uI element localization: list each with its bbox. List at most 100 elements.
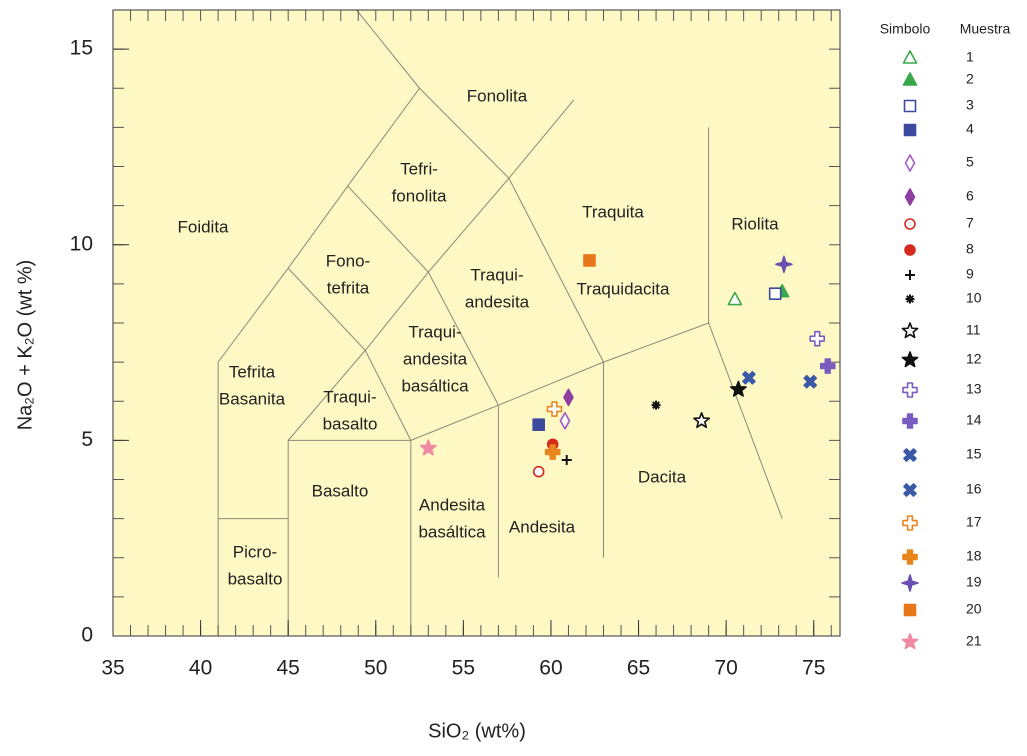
legend-label: 4 (966, 121, 974, 137)
data-point (809, 330, 826, 347)
field-label: andesita (465, 292, 530, 311)
field-boundary (347, 87, 420, 187)
field-label: Andesita (419, 495, 486, 514)
field-label: Tefri- (400, 159, 438, 178)
legend-label: 3 (966, 97, 974, 113)
legend-symbol (902, 549, 918, 565)
legend-header: Simbolo (880, 21, 931, 37)
y-tick-label: 15 (70, 37, 93, 60)
y-tick-label: 5 (81, 428, 93, 451)
legend-symbol (903, 483, 917, 497)
field-label: Basanita (219, 389, 286, 408)
data-point (819, 358, 836, 374)
legend-label: 10 (966, 290, 982, 306)
plot-border (112, 9, 841, 637)
field-label: Picro- (233, 542, 277, 561)
field-label: tefrita (327, 278, 370, 297)
data-point (729, 380, 747, 397)
field-boundary (364, 271, 429, 351)
field-label: Basalto (312, 481, 369, 500)
legend-symbol (903, 603, 917, 617)
legend-label: 19 (966, 574, 982, 590)
data-point (419, 439, 437, 456)
x-tick-label: 50 (364, 657, 387, 680)
x-tick-label: 40 (189, 657, 212, 680)
legend-symbol (904, 244, 916, 256)
legend-label: 21 (966, 633, 982, 649)
field-label: Riolita (731, 214, 779, 233)
legend-symbol (904, 188, 916, 206)
data-point (559, 412, 571, 430)
x-tick-label: 35 (101, 657, 124, 680)
legend-label: 14 (966, 412, 982, 428)
field-boundary (508, 99, 575, 179)
data-point (651, 400, 661, 410)
legend-symbol (903, 99, 917, 113)
legend-label: 12 (966, 351, 982, 367)
legend-symbol (904, 218, 916, 230)
legend-symbol (902, 72, 918, 86)
legend-label: 17 (966, 514, 982, 530)
data-point (727, 291, 743, 306)
legend-symbol (902, 413, 918, 429)
field-boundary (287, 185, 349, 269)
x-axis-label: SiO₂ (wt%) (428, 720, 526, 742)
x-tick-label: 70 (714, 657, 737, 680)
field-label: Andesita (509, 517, 576, 536)
y-tick-label: 10 (70, 232, 93, 255)
field-label: Tefrita (229, 362, 276, 381)
field-label: Traqui- (408, 322, 461, 341)
field-label: Traqui- (470, 265, 523, 284)
data-point (742, 370, 756, 385)
field-label: Dacita (638, 467, 687, 486)
field-boundary (410, 404, 499, 441)
field-label: basáltica (401, 376, 469, 395)
legend-label: 8 (966, 241, 974, 257)
legend-label: 6 (966, 188, 974, 204)
legend-header: Muestra (960, 21, 1011, 37)
field-label: Fono- (326, 251, 370, 270)
legend-label: 2 (966, 71, 974, 87)
data-point (532, 465, 545, 478)
legend-symbol (904, 154, 916, 172)
data-point (775, 255, 793, 274)
data-point (563, 388, 574, 407)
x-tick-label: 55 (452, 657, 475, 680)
legend-symbol (905, 294, 915, 304)
legend-symbol (901, 351, 919, 368)
x-tick-label: 60 (539, 657, 562, 680)
legend-symbol (901, 633, 919, 650)
data-point (544, 444, 561, 460)
data-point (583, 254, 596, 267)
data-point (561, 454, 572, 465)
field-boundary (356, 9, 420, 89)
field-boundary (427, 271, 499, 406)
field-boundary (419, 87, 510, 179)
field-label: Traquidacita (577, 279, 670, 298)
legend-symbol (901, 322, 919, 339)
field-label: basalto (228, 569, 283, 588)
field-boundary (217, 267, 289, 363)
legend-label: 5 (966, 154, 974, 170)
x-tick-label: 75 (802, 657, 825, 680)
legend-label: 7 (966, 215, 974, 231)
field-boundary (364, 350, 412, 441)
data-point (693, 412, 711, 429)
field-label: basáltica (418, 522, 486, 541)
legend-symbol (903, 123, 917, 137)
field-boundary (287, 350, 366, 441)
data-point (768, 287, 782, 300)
field-boundary (603, 322, 709, 363)
field-boundary (287, 267, 366, 351)
field-label: Foidita (177, 217, 229, 236)
plot-area (113, 10, 840, 636)
x-tick-label: 65 (627, 657, 650, 680)
legend-label: 1 (966, 49, 974, 65)
field-label: Traqui- (323, 387, 376, 406)
field-boundary (427, 177, 510, 273)
legend-label: 15 (966, 446, 982, 462)
legend-symbol (902, 50, 918, 64)
field-label: Traquita (582, 202, 644, 221)
field-boundary (347, 185, 429, 273)
